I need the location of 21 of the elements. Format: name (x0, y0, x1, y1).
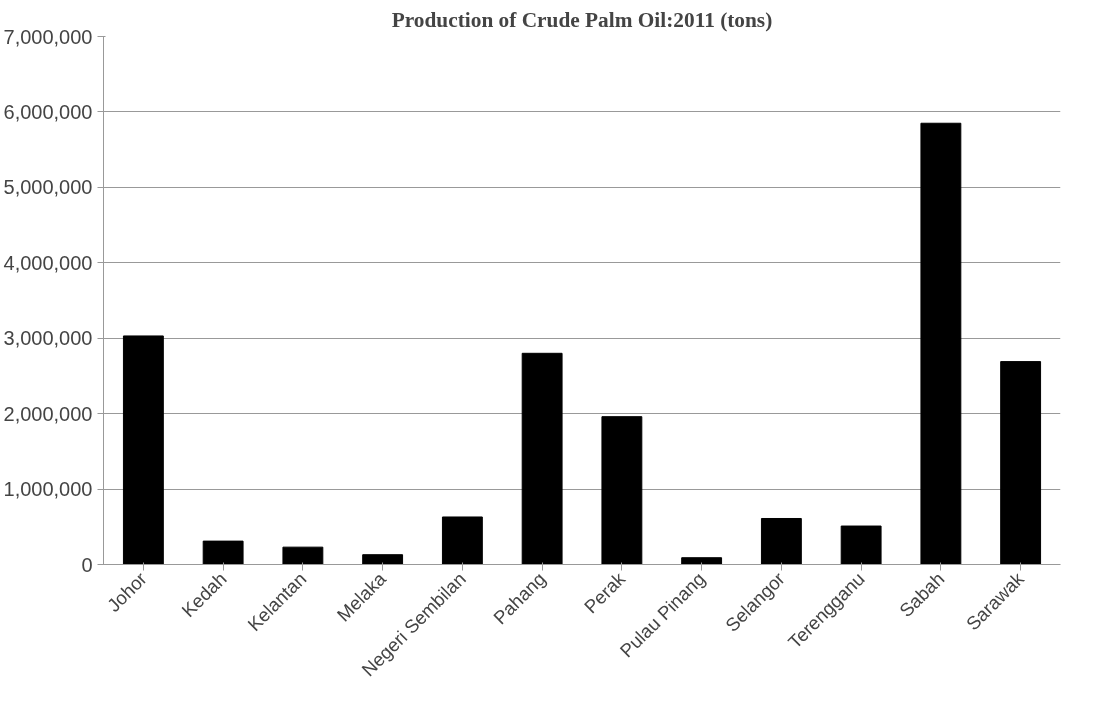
bar (282, 546, 324, 565)
bar (681, 557, 723, 565)
bar (202, 540, 244, 565)
y-tick-label: 1,000,000 (3, 478, 93, 501)
y-tick-label: 6,000,000 (3, 100, 93, 123)
bar (441, 516, 483, 565)
bar (840, 525, 882, 565)
bar (122, 335, 164, 565)
y-tick-label: 7,000,000 (3, 25, 93, 48)
bar (920, 122, 962, 565)
y-tick-label: 0 (81, 553, 93, 576)
bar (521, 352, 563, 565)
bar (1000, 361, 1042, 565)
y-tick-label: 2,000,000 (3, 402, 93, 425)
bar (601, 416, 643, 565)
chart-title: Production of Crude Palm Oil:2011 (tons) (391, 7, 773, 32)
y-tick-label: 5,000,000 (3, 176, 93, 199)
bar (362, 554, 404, 565)
bar (760, 517, 802, 565)
y-tick-label: 4,000,000 (3, 251, 93, 274)
y-tick-label: 3,000,000 (3, 327, 93, 350)
